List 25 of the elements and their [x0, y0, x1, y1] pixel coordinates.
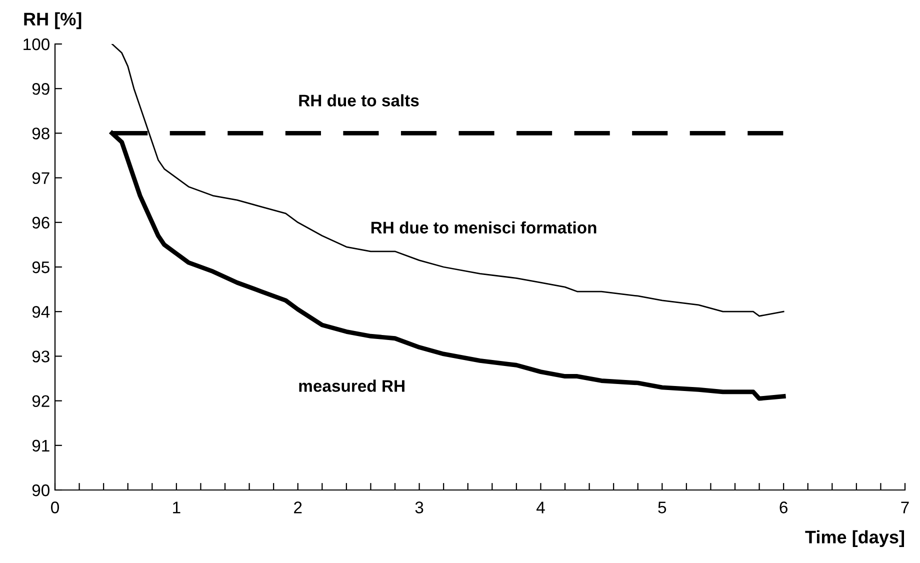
x-tick-label: 2	[294, 502, 302, 514]
x-tick-label: 1	[173, 502, 180, 514]
y-tick-label: 93	[32, 350, 50, 362]
y-tick-label: 97	[32, 172, 50, 184]
y-tick-label: 100	[24, 38, 50, 50]
y-tick-label: 91	[32, 440, 50, 452]
line-series	[111, 44, 784, 317]
y-tick-label: 92	[32, 395, 50, 408]
y-tick-label: 95	[32, 261, 50, 274]
x-axis-title: Time [days]	[805, 530, 904, 548]
x-tick-label: 4	[536, 502, 545, 514]
x-tick-label: 6	[780, 502, 788, 514]
x-tick-label: 0	[51, 502, 59, 514]
y-axis-title: RH [%]	[24, 12, 82, 30]
x-tick-label: 7	[901, 502, 909, 514]
series-label: RH due to menisci formation	[371, 221, 596, 234]
series-label: RH due to salts	[299, 94, 419, 106]
y-tick-label: 98	[32, 128, 50, 140]
y-tick-label: 96	[32, 216, 50, 229]
y-tick-label: 99	[32, 83, 50, 95]
y-tick-label: 90	[32, 484, 50, 496]
text: measured RH	[299, 380, 404, 392]
y-tick-label: 94	[32, 306, 50, 318]
x-tick-label: 5	[658, 502, 666, 514]
x-tick-label: 3	[415, 502, 424, 514]
